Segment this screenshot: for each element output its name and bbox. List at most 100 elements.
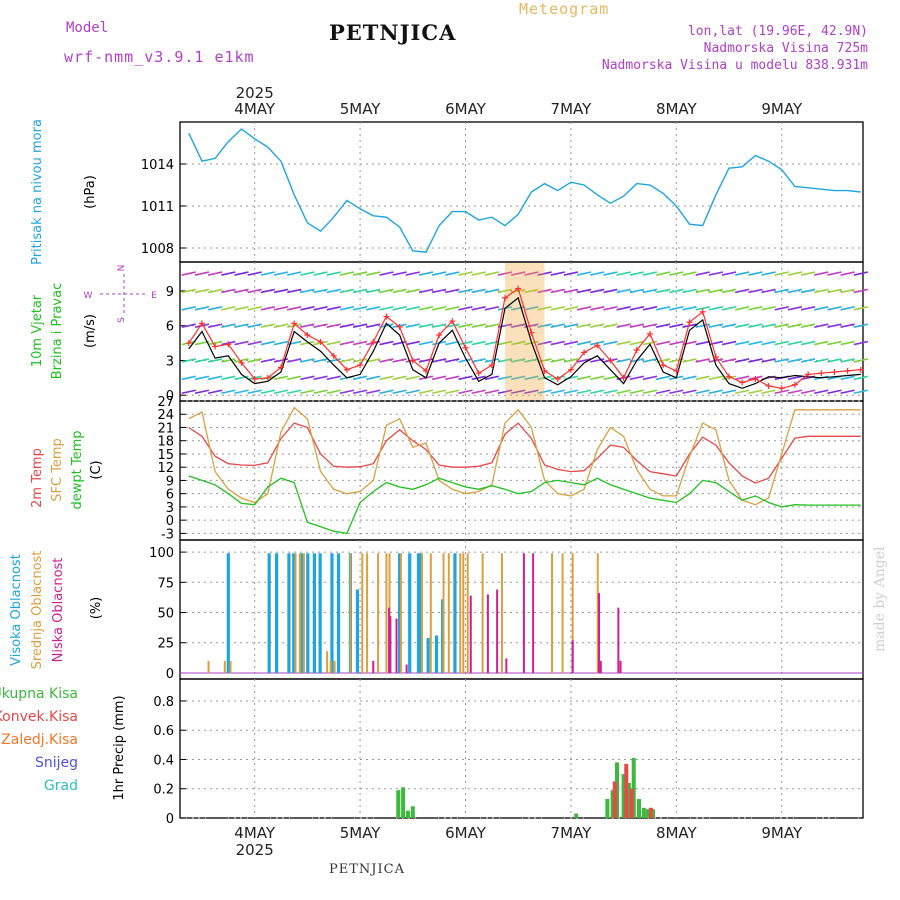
- y-tick-label: 1011: [141, 200, 174, 215]
- wind-vector: [827, 271, 842, 276]
- wind-vector: [629, 375, 644, 381]
- wind-vector: [392, 340, 407, 346]
- wind-vector: [247, 271, 262, 276]
- wind-vector: [194, 271, 210, 276]
- pressure-axis-title: Pritisak na nivou mora: [30, 119, 45, 265]
- gust-marker: [778, 385, 785, 392]
- gust-marker: [633, 347, 640, 354]
- cloud-bar: [426, 637, 430, 673]
- wind-vector: [655, 389, 671, 395]
- wind-vector: [300, 340, 315, 346]
- wind-vector: [721, 288, 737, 294]
- precip-bar: [615, 762, 620, 818]
- gust-marker: [502, 294, 509, 301]
- gust-marker: [620, 374, 627, 381]
- wind-vector: [616, 288, 631, 294]
- wind-vector: [629, 271, 644, 276]
- x-tick-label-bottom: 8MAY: [656, 824, 698, 842]
- wind-vector: [800, 389, 816, 395]
- wind-vector: [431, 375, 447, 381]
- wind-vector: [339, 271, 355, 276]
- wind-vector: [787, 306, 803, 311]
- precip-legend-label: Konvek.Kisa: [0, 709, 78, 725]
- wind-vector: [273, 389, 289, 395]
- wind-vector: [840, 323, 855, 328]
- cloud-unit-label: (%): [89, 597, 104, 620]
- wind-vector: [735, 306, 750, 311]
- location-lonlat: lon,lat (19.96E, 42.9N): [687, 24, 868, 39]
- gust-marker: [752, 375, 759, 382]
- wind-vector: [537, 288, 552, 294]
- cloud-bar: [318, 553, 322, 673]
- y-tick-label: 1008: [141, 242, 174, 257]
- cloud-bar: [229, 660, 232, 673]
- wind-vector: [669, 389, 684, 395]
- cloud-bar: [333, 660, 336, 673]
- wind-vector: [392, 306, 407, 311]
- wind-vector: [511, 358, 526, 363]
- wind-vector: [497, 389, 513, 395]
- wind-vector: [642, 271, 658, 276]
- wind-vector: [339, 340, 355, 346]
- wind-vector: [300, 375, 315, 381]
- wind-vector: [550, 389, 565, 395]
- cloud-bar: [617, 607, 620, 673]
- wind-vector: [761, 358, 776, 363]
- wind-vector: [827, 389, 842, 395]
- wind-vector: [774, 340, 789, 346]
- wind-vector: [339, 306, 355, 311]
- wind-vector: [524, 358, 539, 363]
- wind-vector: [352, 375, 368, 381]
- wind-vector: [313, 288, 328, 294]
- wind-vector: [590, 323, 605, 328]
- panel-frame: [179, 400, 864, 541]
- cloud-bar: [298, 553, 301, 673]
- cloud-bar: [398, 553, 402, 673]
- station-title: PETNJICA: [329, 20, 457, 45]
- panel-frame: [179, 121, 864, 263]
- wind-vector: [339, 389, 355, 395]
- wind-vector: [418, 323, 434, 328]
- wind-vector: [616, 323, 631, 328]
- wind-vector: [366, 288, 381, 294]
- cloud-bar: [500, 553, 503, 673]
- wind-vector: [431, 271, 447, 276]
- wind-vector: [853, 288, 868, 294]
- wind-vector: [695, 375, 710, 381]
- y-tick-label: 0.6: [153, 724, 174, 739]
- wind-vector: [669, 323, 684, 328]
- precip-bar: [651, 809, 656, 818]
- wind-vector: [260, 340, 276, 346]
- wind-vector: [695, 340, 710, 346]
- wind-vector: [287, 389, 302, 395]
- y-tick-label: 100: [149, 546, 174, 561]
- cloud-bar: [294, 553, 297, 673]
- cloud-bar: [571, 553, 574, 673]
- wind-vector: [629, 340, 644, 346]
- wind-vector: [181, 389, 196, 395]
- cloud-bar: [388, 607, 391, 673]
- y-tick-label: 1014: [141, 158, 174, 173]
- wind-vector: [221, 375, 236, 381]
- wind-vector: [458, 340, 473, 346]
- model-value: wrf-nmm_v3.9.1 e1km: [64, 48, 255, 66]
- wind-vector: [352, 288, 368, 294]
- wind-vector: [287, 306, 302, 311]
- wind-vector: [366, 375, 381, 381]
- wind-vector: [234, 323, 249, 328]
- wind-vector: [629, 306, 644, 311]
- wind-vector: [260, 288, 276, 294]
- location-elevation: Nadmorska Visina 725m: [703, 41, 868, 56]
- pressure-unit-label: (hPa): [83, 175, 98, 209]
- y-tick-label: 9: [166, 285, 174, 300]
- x-tick-label-top: 5MAY: [340, 100, 382, 118]
- gust-marker: [791, 381, 798, 388]
- wind-vector: [695, 288, 710, 294]
- wind-vector: [761, 271, 776, 276]
- wind-vector: [366, 306, 381, 311]
- wind-vector: [379, 389, 394, 395]
- y-tick-label: 0: [166, 514, 174, 529]
- wind-vector: [655, 375, 671, 381]
- wind-vector: [234, 306, 249, 311]
- compass-south-label: S: [117, 317, 127, 323]
